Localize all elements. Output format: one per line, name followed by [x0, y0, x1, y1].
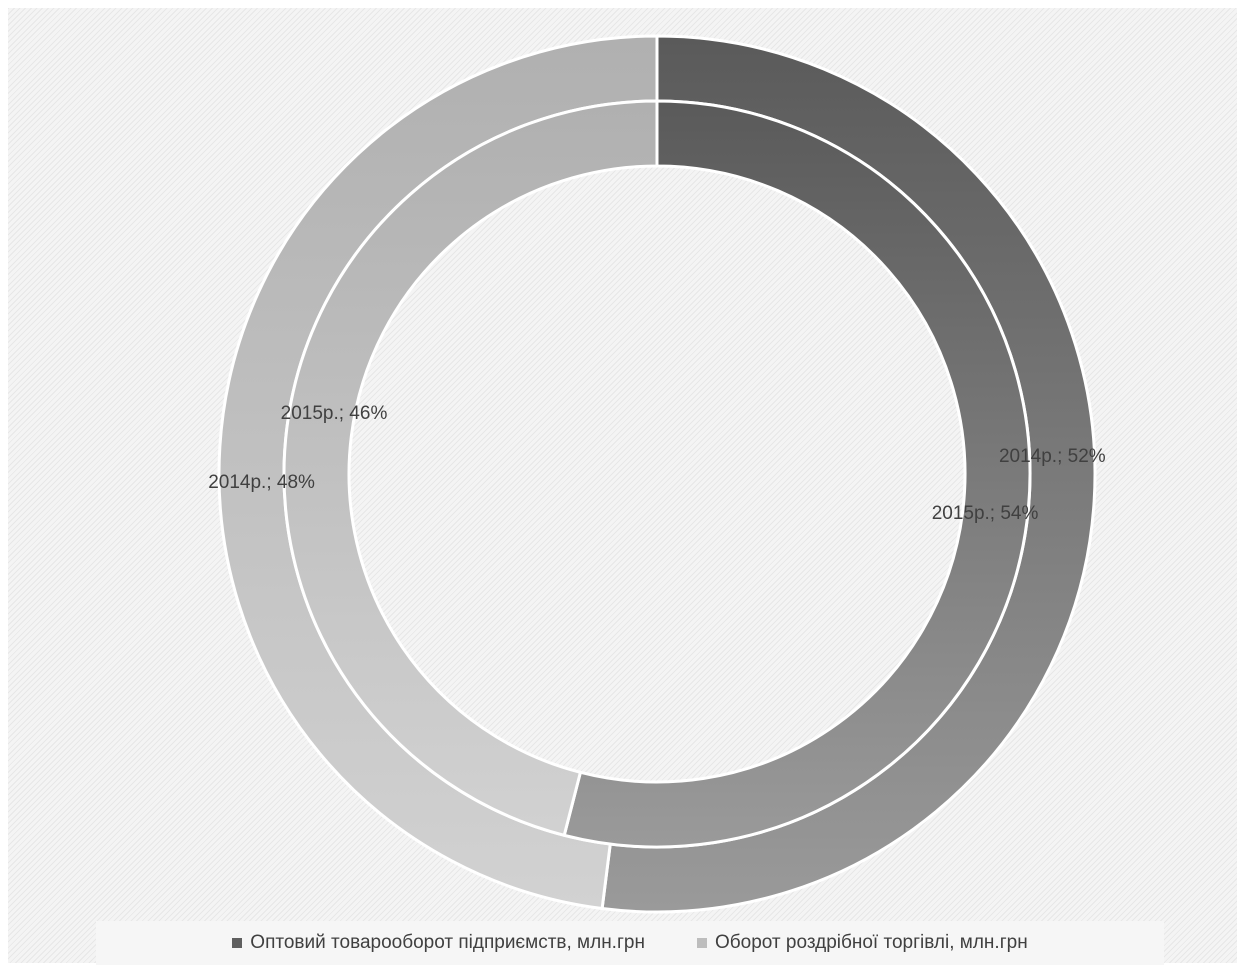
legend: Оптовий товарооборот підприємств, млн.гр…	[96, 921, 1164, 965]
legend-item-retail: Оборот роздрібної торгівлі, млн.грн	[696, 932, 1028, 954]
legend-label-wholesale: Оптовий товарооборот підприємств, млн.гр…	[250, 932, 645, 953]
legend-swatch-wholesale	[232, 938, 243, 948]
data-label-2015р.-retail: 2015р.; 46%	[281, 403, 388, 424]
data-label-2014р.-retail: 2014р.; 48%	[208, 472, 315, 493]
data-label-2014р.-wholesale: 2014р.; 52%	[999, 446, 1106, 467]
chart-area: 2014р.; 52% 2014р.; 48% 2015р.; 54% 2015р.;…	[8, 8, 1237, 965]
data-label-2015р.-wholesale: 2015р.; 54%	[932, 503, 1039, 524]
slice-2015р.-retail	[282, 99, 659, 838]
legend-item-wholesale: Оптовий товарооборот підприємств, млн.гр…	[232, 932, 645, 954]
doughnut-chart: 2014р.; 52% 2014р.; 48% 2015р.; 54% 2015р.;…	[208, 34, 1106, 914]
legend-swatch-retail	[696, 938, 707, 948]
data-labels-group: 2014р.; 52% 2014р.; 48% 2015р.; 54% 2015р.;…	[208, 403, 1106, 524]
legend-label-retail: Оборот роздрібної торгівлі, млн.грн	[714, 932, 1028, 953]
rings-group	[217, 34, 1097, 914]
slice-2015р.-wholesale	[562, 99, 1032, 849]
